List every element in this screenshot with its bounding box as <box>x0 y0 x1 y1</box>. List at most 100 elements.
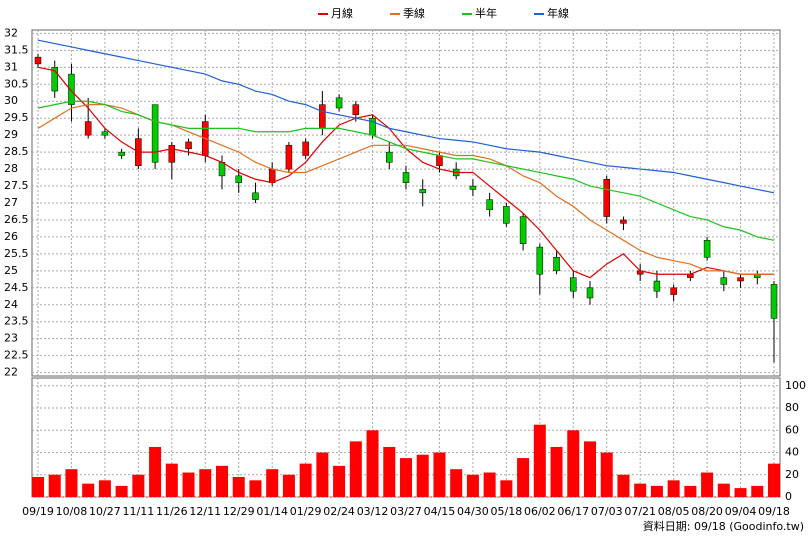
y-tick-label: 31 <box>4 60 18 73</box>
volume-bar <box>65 469 78 497</box>
volume-bar <box>701 472 714 497</box>
volume-bar <box>450 469 463 497</box>
volume-bar <box>634 483 647 497</box>
volume-bar <box>483 472 496 497</box>
volume-bar <box>132 474 145 497</box>
x-tick-label: 06/17 <box>557 505 589 518</box>
y-tick-label: 27 <box>4 196 18 209</box>
candle-body <box>436 155 443 166</box>
x-tick-label: 07/21 <box>624 505 656 518</box>
y-tick-label: 30.5 <box>4 77 29 90</box>
y-tick-label: 24.5 <box>4 281 29 294</box>
candle-body <box>118 151 125 156</box>
x-tick-label: 01/29 <box>290 505 322 518</box>
y-tick-label: 22.5 <box>4 349 29 362</box>
x-tick-label: 09/19 <box>22 505 54 518</box>
candle-body <box>486 199 493 211</box>
volume-bar <box>232 476 245 497</box>
candle-body <box>402 172 410 183</box>
candle-body <box>252 192 259 200</box>
volume-bar <box>98 480 111 497</box>
volume-bar <box>282 474 295 497</box>
x-tick-label: 06/02 <box>524 505 556 518</box>
x-tick-label: 07/03 <box>591 505 623 518</box>
candle-body <box>352 104 360 116</box>
volume-bar <box>600 452 613 497</box>
volume-bar <box>48 474 61 497</box>
volume-bar <box>500 480 513 497</box>
x-tick-label: 09/04 <box>725 505 757 518</box>
y2-tick-label: 60 <box>785 423 799 436</box>
volume-bar <box>349 441 362 497</box>
volume-bar <box>266 469 279 497</box>
y-tick-label: 23 <box>4 332 18 345</box>
volume-bar <box>517 458 530 497</box>
volume-bar <box>400 458 412 497</box>
y-tick-label: 31.5 <box>4 43 29 56</box>
candle-body <box>101 131 109 136</box>
x-tick-label: 12/11 <box>189 505 221 518</box>
x-tick-label: 01/14 <box>256 505 288 518</box>
candle-body <box>235 175 242 183</box>
y2-tick-label: 0 <box>785 490 792 503</box>
y-tick-label: 29 <box>4 128 18 141</box>
candle-body <box>586 287 594 299</box>
volume-bar <box>333 465 346 497</box>
y-tick-label: 25 <box>4 264 18 277</box>
candle-body <box>419 189 426 194</box>
volume-bar <box>416 454 429 497</box>
volume-bar <box>550 446 563 497</box>
x-tick-label: 08/20 <box>691 505 723 518</box>
legend-label: 月線 <box>331 6 353 20</box>
x-tick-label: 05/18 <box>491 505 523 518</box>
candle-body <box>653 280 661 292</box>
candle-body <box>553 257 560 272</box>
volume-bar <box>584 441 596 497</box>
volume-bar <box>149 446 162 497</box>
candle-body <box>84 121 92 136</box>
y-tick-label: 28 <box>4 162 18 175</box>
x-tick-label: 09/18 <box>758 505 790 518</box>
legend-label: 年線 <box>547 6 569 20</box>
ma-line <box>37 100 775 241</box>
candle-body <box>670 287 677 295</box>
y-tick-label: 23.5 <box>4 315 29 328</box>
volume-bar <box>383 446 396 497</box>
candle-body <box>519 216 527 244</box>
candle-body <box>168 145 176 163</box>
y-tick-label: 24 <box>4 298 18 311</box>
y-tick-label: 22 <box>4 366 18 379</box>
x-tick-label: 08/05 <box>658 505 690 518</box>
x-tick-label: 12/29 <box>223 505 255 518</box>
candle-body <box>51 67 58 92</box>
ma-line <box>37 39 775 194</box>
volume-bar <box>249 480 262 497</box>
volume-bar <box>182 472 195 497</box>
candle-body <box>68 73 75 105</box>
candle-body <box>185 141 192 149</box>
x-tick-label: 04/30 <box>457 505 489 518</box>
volume-bar <box>667 480 680 497</box>
volume-bar <box>768 463 780 497</box>
candle-body <box>319 104 326 129</box>
volume-bar <box>533 424 546 497</box>
y-tick-label: 26.5 <box>4 213 29 226</box>
y2-tick-label: 100 <box>785 379 806 392</box>
volume-bar <box>684 485 697 497</box>
y2-tick-label: 20 <box>785 468 799 481</box>
volume-bar <box>82 483 95 497</box>
x-tick-label: 03/12 <box>357 505 389 518</box>
source-note: 資料日期: 09/18 (Goodinfo.tw) <box>643 519 804 533</box>
volume-bar <box>717 483 730 497</box>
volume-bar <box>115 485 128 497</box>
volume-bar <box>316 452 329 497</box>
volume-bar <box>466 474 479 497</box>
volume-bar <box>751 485 764 497</box>
candle-body <box>151 104 159 163</box>
volume-bar <box>734 488 747 497</box>
y-tick-label: 25.5 <box>4 247 29 260</box>
y-tick-label: 30 <box>4 94 18 107</box>
x-tick-label: 11/26 <box>156 505 188 518</box>
y2-tick-label: 80 <box>785 401 799 414</box>
volume-bar <box>299 463 312 497</box>
